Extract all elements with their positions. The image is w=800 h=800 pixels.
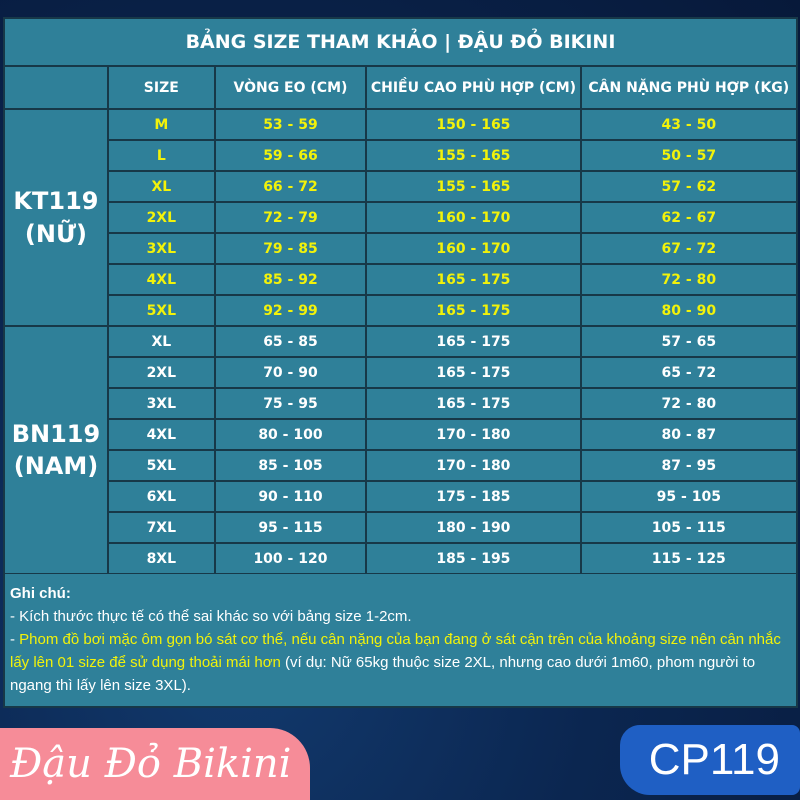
- table-cell: 2XL: [106, 356, 216, 389]
- table-row: 2XL 70 - 90 165 - 175 65 - 72: [4, 356, 799, 389]
- table-row: 4XL 80 - 100 170 - 180 80 - 87: [4, 418, 799, 451]
- table-cell: 53 - 59: [213, 108, 368, 141]
- table-cell: 67 - 72: [579, 232, 799, 265]
- note-rest: (ví dụ: Nữ 65kg thuộc size 2XL, nhưng ca…: [10, 654, 756, 694]
- table-cell: 2XL: [106, 201, 216, 234]
- table-cell: 43 - 50: [579, 108, 799, 141]
- table-cell: 95 - 105: [579, 480, 799, 513]
- table-cell: 5XL: [106, 449, 216, 482]
- table-row: 5XL 92 - 99 165 - 175 80 - 90: [4, 294, 799, 327]
- table-cell: 72 - 80: [579, 387, 799, 420]
- note-highlight: Phom đồ bơi mặc ôm gọn bó sát cơ thể, nế…: [10, 631, 781, 671]
- table-row: 2XL 72 - 79 160 - 170 62 - 67: [4, 201, 799, 234]
- table-row: 5XL 85 - 105 170 - 180 87 - 95: [4, 449, 799, 482]
- table-cell: 8XL: [106, 542, 216, 575]
- size-table: BẢNG SIZE THAM KHẢO | ĐẬU ĐỎ BIKINI SIZE…: [3, 17, 799, 575]
- table-cell: XL: [106, 325, 216, 358]
- table-cell: L: [106, 139, 216, 172]
- notes-heading: Ghi chú:: [10, 585, 71, 602]
- column-header: SIZE: [106, 65, 216, 110]
- table-cell: 4XL: [106, 263, 216, 296]
- table-cell: 70 - 90: [213, 356, 368, 389]
- table-cell: 155 - 165: [365, 139, 582, 172]
- table-cell: 165 - 175: [365, 294, 582, 327]
- table-cell: 185 - 195: [365, 542, 582, 575]
- group-label: KT119 (NỮ): [3, 108, 109, 327]
- table-cell: 72 - 80: [579, 263, 799, 296]
- column-header: CHIỀU CAO PHÙ HỢP (CM): [365, 65, 582, 110]
- table-cell: 59 - 66: [213, 139, 368, 172]
- table-cell: 165 - 175: [365, 356, 582, 389]
- table-cell: 3XL: [106, 232, 216, 265]
- table-cell: 105 - 115: [579, 511, 799, 544]
- table-cell: 75 - 95: [213, 387, 368, 420]
- table-row: 3XL 79 - 85 160 - 170 67 - 72: [4, 232, 799, 265]
- table-row: KT119 (NỮ) M 53 - 59 150 - 165 43 - 50: [3, 108, 799, 327]
- table-cell: 95 - 115: [213, 511, 368, 544]
- table-cell: 115 - 125: [579, 542, 799, 575]
- table-cell: 150 - 165: [365, 108, 582, 141]
- table-cell: 7XL: [106, 511, 216, 544]
- table-cell: 165 - 175: [365, 387, 582, 420]
- table-cell: 80 - 100: [213, 418, 368, 451]
- table-cell: 160 - 170: [365, 232, 582, 265]
- column-header: VÒNG EO (CM): [213, 65, 368, 110]
- table-cell: 155 - 165: [365, 170, 582, 203]
- table-cell: 66 - 72: [213, 170, 368, 203]
- table-cell: 80 - 90: [579, 294, 799, 327]
- column-header: CÂN NẶNG PHÙ HỢP (KG): [579, 65, 799, 110]
- table-cell: 160 - 170: [365, 201, 582, 234]
- table-row: 6XL 90 - 110 175 - 185 95 - 105: [4, 480, 799, 513]
- table-cell: 50 - 57: [579, 139, 799, 172]
- table-cell: 65 - 72: [579, 356, 799, 389]
- table-cell: 4XL: [106, 418, 216, 451]
- table-cell: 90 - 110: [213, 480, 368, 513]
- table-cell: 3XL: [106, 387, 216, 420]
- table-cell: 175 - 185: [365, 480, 582, 513]
- table-cell: 87 - 95: [579, 449, 799, 482]
- group-label: BN119 (NAM): [3, 325, 109, 575]
- table-cell: 79 - 85: [213, 232, 368, 265]
- table-cell: M: [106, 108, 216, 141]
- table-cell: 170 - 180: [365, 418, 582, 451]
- table-cell: 85 - 105: [213, 449, 368, 482]
- table-cell: 170 - 180: [365, 449, 582, 482]
- table-row: 8XL 100 - 120 185 - 195 115 - 125: [4, 542, 799, 575]
- table-cell: 165 - 175: [365, 325, 582, 358]
- table-cell: 92 - 99: [213, 294, 368, 327]
- table-cell: 180 - 190: [365, 511, 582, 544]
- table-row: L 59 - 66 155 - 165 50 - 57: [4, 139, 799, 172]
- table-cell: 5XL: [106, 294, 216, 327]
- table-cell: 6XL: [106, 480, 216, 513]
- note-prefix: -: [10, 631, 20, 648]
- table-title: BẢNG SIZE THAM KHẢO | ĐẬU ĐỎ BIKINI: [3, 17, 798, 67]
- table-cell: XL: [106, 170, 216, 203]
- table-row: 7XL 95 - 115 180 - 190 105 - 115: [4, 511, 799, 544]
- notes: Ghi chú: - Kích thước thực tế có thể sai…: [3, 574, 798, 708]
- corner-cell: [3, 65, 109, 110]
- table-row: XL 66 - 72 155 - 165 57 - 62: [4, 170, 799, 203]
- table-row: BN119 (NAM) XL 65 - 85 165 - 175 57 - 65: [3, 325, 799, 575]
- table-cell: 100 - 120: [213, 542, 368, 575]
- note-line-1: - Kích thước thực tế có thể sai khác so …: [10, 608, 412, 625]
- table-cell: 65 - 85: [213, 325, 368, 358]
- table-cell: 80 - 87: [579, 418, 799, 451]
- product-code: CP119: [620, 725, 800, 795]
- table-cell: 57 - 65: [579, 325, 799, 358]
- table-cell: 57 - 62: [579, 170, 799, 203]
- table-cell: 72 - 79: [213, 201, 368, 234]
- table-row: 4XL 85 - 92 165 - 175 72 - 80: [4, 263, 799, 296]
- table-cell: 165 - 175: [365, 263, 582, 296]
- table-cell: 62 - 67: [579, 201, 799, 234]
- brand-logo: Đậu Đỏ Bikini: [0, 728, 310, 800]
- note-line-2: - Phom đồ bơi mặc ôm gọn bó sát cơ thể, …: [10, 628, 791, 697]
- table-row: 3XL 75 - 95 165 - 175 72 - 80: [4, 387, 799, 420]
- table-cell: 85 - 92: [213, 263, 368, 296]
